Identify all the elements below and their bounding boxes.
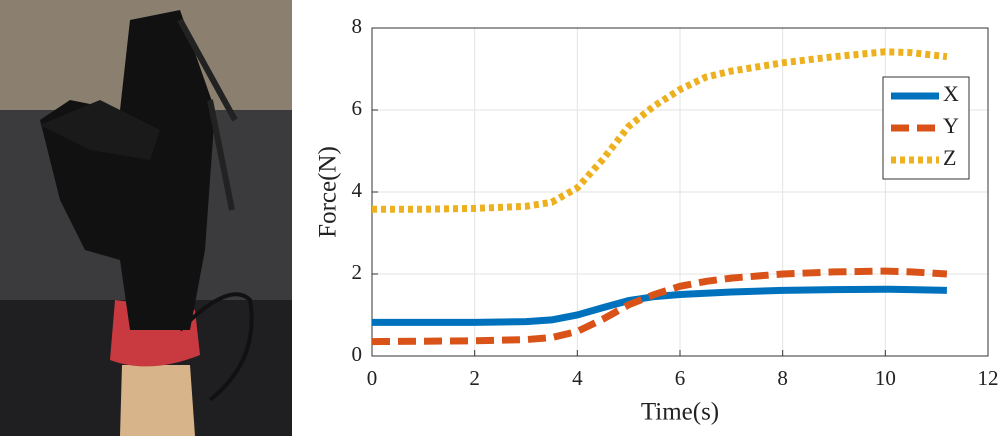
y-tick-label: 2 [352, 260, 363, 284]
legend-label: X [943, 81, 959, 106]
x-axis-label: Time(s) [641, 399, 719, 426]
x-tick-label: 8 [777, 366, 788, 390]
x-tick-label: 12 [978, 366, 999, 390]
series-line [372, 48, 948, 213]
photo [0, 0, 292, 436]
x-tick-label: 4 [572, 366, 583, 390]
x-tick-label: 2 [469, 366, 480, 390]
x-tick-label: 10 [875, 366, 896, 390]
y-axis-label: Force(N) [315, 146, 342, 238]
legend-label: Z [943, 145, 956, 170]
series-line [371, 267, 948, 346]
plot-frame [371, 27, 989, 357]
x-tick-label: 6 [675, 366, 686, 390]
y-tick-label: 4 [352, 178, 363, 202]
legend-label: Y [943, 113, 959, 138]
y-tick-label: 8 [352, 14, 363, 38]
y-tick-label: 6 [352, 96, 363, 120]
y-tick-label: 0 [352, 342, 363, 366]
x-tick-label: 0 [367, 366, 378, 390]
